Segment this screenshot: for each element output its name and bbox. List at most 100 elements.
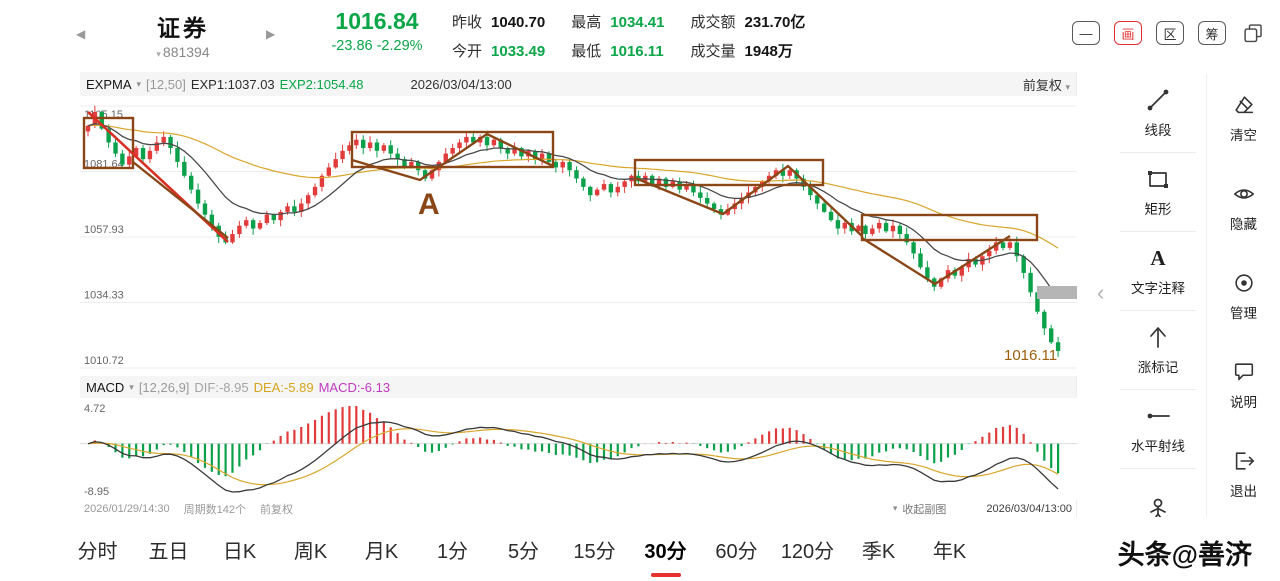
tab-label: 年K xyxy=(933,541,966,563)
tool-manage-button[interactable]: 管理 xyxy=(1207,252,1280,341)
chips-icon: 筹 xyxy=(1205,24,1218,43)
header-stats: 昨收1040.70今开1033.49最高1034.41最低1016.11成交额2… xyxy=(452,11,805,61)
rise-marker-icon xyxy=(1145,324,1171,350)
footer-adjust-mode: 前复权 xyxy=(260,501,293,517)
tab-label: 120分 xyxy=(781,541,834,563)
tool-label: 矩形 xyxy=(1145,198,1172,218)
window-minimize-icon: — xyxy=(1080,26,1093,41)
tab-季K[interactable]: 季K xyxy=(843,535,914,564)
stat-label: 成交额 xyxy=(691,11,736,32)
tool-label: 管理 xyxy=(1230,302,1257,322)
stat-label: 昨收 xyxy=(452,11,482,32)
tab-label: 周K xyxy=(294,541,327,563)
rectangle-icon xyxy=(1145,166,1171,192)
stat-row: 最低1016.11 xyxy=(571,40,664,61)
stat-column: 最高1034.41最低1016.11 xyxy=(571,11,664,61)
chevron-down-icon: ▾ xyxy=(129,382,134,393)
tab-label: 60分 xyxy=(715,541,757,563)
stat-value: 1016.11 xyxy=(610,43,663,60)
tool-hide-button[interactable]: 隐藏 xyxy=(1207,163,1280,252)
stock-title: 证券 xyxy=(108,9,258,43)
tab-bar: 分时五日日K 周K 月K 1分 5分 15分 30分 60分 120分 季K 年K xyxy=(0,517,1280,581)
tool-label: 隐藏 xyxy=(1230,213,1257,233)
svg-text:1034.33: 1034.33 xyxy=(84,290,124,302)
tool-horizontal-ray[interactable]: 水平射线 xyxy=(1120,390,1196,469)
prev-stock-button[interactable]: ◀ xyxy=(76,27,85,41)
tab-label: 30分 xyxy=(644,541,686,563)
watermark: 头条@善济 xyxy=(1118,533,1252,572)
tab-1分[interactable]: 1分 xyxy=(417,535,488,564)
tab-分时[interactable]: 分时 xyxy=(62,535,133,564)
dea-value: DEA:-5.89 xyxy=(254,380,314,395)
chips-button[interactable]: 筹 xyxy=(1198,21,1226,45)
tool-line-segment[interactable]: 线段 xyxy=(1120,74,1196,153)
macd-params: [12,26,9] xyxy=(139,380,190,395)
tab-日K[interactable]: 日K xyxy=(204,535,275,564)
tab-周K[interactable]: 周K xyxy=(275,535,346,564)
expma-indicator-selector[interactable]: EXPMA xyxy=(86,77,132,92)
svg-text:A: A xyxy=(1150,246,1166,270)
header: ◀ 证券 ▾881394 ▶ 1016.84 -23.86 -2.29% 昨收 1… xyxy=(0,0,1280,68)
tool-exit-button[interactable]: 退出 xyxy=(1207,430,1280,517)
exp2-value: EXP2:1054.48 xyxy=(280,77,364,92)
text-annotation-icon: A xyxy=(1145,245,1171,271)
stock-title-block: 证券 ▾881394 xyxy=(108,9,258,60)
tool-info-button[interactable]: 说明 xyxy=(1207,341,1280,430)
tab-五日[interactable]: 五日 xyxy=(133,535,204,564)
price-block: 1016.84 -23.86 -2.29% xyxy=(316,8,438,54)
main-candlestick-chart[interactable]: 1105.151081.641057.931034.331010.72A1016… xyxy=(80,96,1077,376)
tool-rise-marker[interactable]: 涨标记 xyxy=(1120,311,1196,390)
tab-30分[interactable]: 30分 xyxy=(630,535,701,564)
tab-月K[interactable]: 月K xyxy=(346,535,417,564)
svg-text:4.72: 4.72 xyxy=(84,403,105,415)
window-minimize-button[interactable]: — xyxy=(1072,21,1100,45)
zone-button[interactable]: 区 xyxy=(1156,21,1184,45)
tab-120分[interactable]: 120分 xyxy=(772,535,843,564)
tool-figure-tool[interactable] xyxy=(1120,469,1196,517)
stat-label: 成交量 xyxy=(691,40,736,61)
tool-label: 水平射线 xyxy=(1131,435,1185,455)
stat-value: 1948万 xyxy=(745,40,793,61)
tab-年K[interactable]: 年K xyxy=(914,535,985,564)
period-count: 周期数142个 xyxy=(184,501,246,517)
panel-collapse-handle[interactable]: ‹ xyxy=(1097,280,1104,306)
zone-icon: 区 xyxy=(1163,24,1176,43)
export-button[interactable] xyxy=(1240,21,1266,45)
stock-code-dropdown[interactable]: ▾881394 xyxy=(108,44,258,60)
tool-text-annotation[interactable]: A 文字注释 xyxy=(1120,232,1196,311)
stat-label: 今开 xyxy=(452,40,482,61)
draw-mode-button[interactable]: 画 xyxy=(1114,21,1142,45)
tab-label: 1分 xyxy=(437,541,468,563)
draw-mode-icon: 画 xyxy=(1121,24,1134,43)
expma-params: [12,50] xyxy=(146,77,186,92)
stat-row: 成交量 1948万 xyxy=(691,40,806,61)
tool-label: 线段 xyxy=(1145,119,1172,139)
tool-clear-button[interactable]: 清空 xyxy=(1207,74,1280,163)
crosshair-timestamp: 2026/03/04/13:00 xyxy=(411,77,512,92)
macd-indicator-selector[interactable]: MACD xyxy=(86,380,124,395)
tools-column-2: 清空隐藏管理说明退出 xyxy=(1206,74,1280,517)
svg-text:A: A xyxy=(418,188,440,221)
tool-label: 说明 xyxy=(1230,391,1257,411)
tab-label: 日K xyxy=(223,541,256,563)
svg-text:1010.72: 1010.72 xyxy=(84,355,124,367)
tools-column-1: 线段矩形 A 文字注释涨标记水平射线 xyxy=(1120,74,1196,517)
tab-60分[interactable]: 60分 xyxy=(701,535,772,564)
tool-label: 退出 xyxy=(1230,480,1257,500)
tab-5分[interactable]: 5分 xyxy=(488,535,559,564)
tab-label: 5分 xyxy=(508,541,539,563)
stat-value: 231.70亿 xyxy=(745,11,806,32)
tab-15分[interactable]: 15分 xyxy=(559,535,630,564)
macd-chart[interactable]: 4.72-8.95 xyxy=(80,398,1077,500)
tab-label: 15分 xyxy=(573,541,615,563)
tool-rectangle[interactable]: 矩形 xyxy=(1120,153,1196,232)
svg-text:1057.93: 1057.93 xyxy=(84,224,124,236)
collapse-subchart-button[interactable]: ▾收起副图 xyxy=(893,501,947,517)
chevron-down-icon: ▾ xyxy=(1065,82,1070,92)
tab-label: 季K xyxy=(862,541,895,563)
stat-row: 今开1033.49 xyxy=(452,40,545,61)
next-stock-button[interactable]: ▶ xyxy=(266,27,275,41)
tool-label: 文字注释 xyxy=(1131,277,1185,297)
adjust-mode-selector[interactable]: 前复权 ▾ xyxy=(1023,75,1070,94)
info-icon xyxy=(1232,360,1256,384)
